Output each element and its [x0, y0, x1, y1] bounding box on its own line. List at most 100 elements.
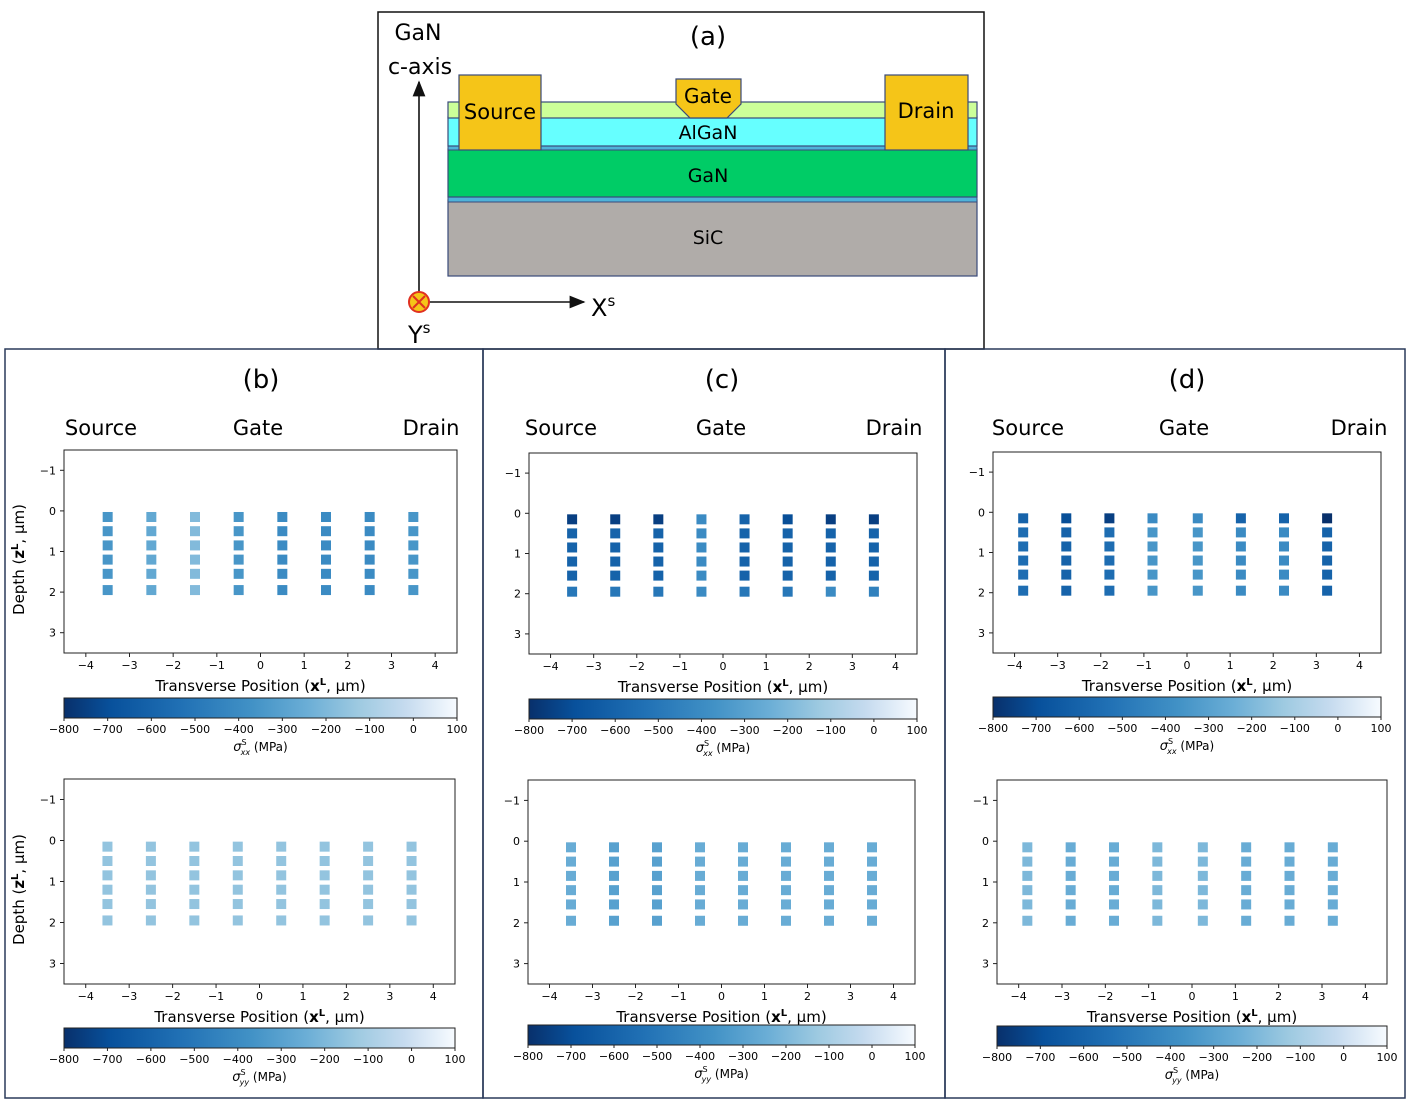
drain-contact [884, 74, 969, 151]
x-tick-label: 4 [1356, 659, 1363, 672]
stress-marker [610, 586, 621, 597]
colorbar-tick-label: −800 [49, 723, 79, 736]
stress-marker [652, 915, 662, 926]
colorbar-tick-label: −700 [556, 1050, 586, 1063]
stress-marker [738, 856, 748, 867]
stress-marker [1192, 541, 1203, 552]
colorbar-tick-label: 100 [447, 723, 468, 736]
stress-marker [567, 586, 578, 597]
stress-marker [696, 586, 707, 597]
stress-marker [610, 570, 621, 581]
colorbar-tick-label: −400 [1150, 722, 1180, 735]
plot-c-sigma_yy: −4 −3 −2 −1 0 1 2 3 4 −1 0 1 2 3 Transverse Position (… [504, 779, 926, 1084]
y-tick-label: −1 [504, 794, 520, 807]
stress-marker [406, 841, 417, 852]
stress-marker [1065, 856, 1076, 867]
stress-marker [190, 568, 200, 579]
x-tick-label: −3 [1050, 659, 1066, 672]
stress-marker [1197, 885, 1208, 896]
stress-marker [1147, 569, 1158, 580]
stress-marker [567, 556, 578, 567]
colorbar-tick-label: −700 [557, 724, 587, 737]
stress-marker [1322, 555, 1333, 566]
stress-marker [277, 585, 288, 596]
stress-marker [363, 841, 374, 852]
x-tick-label: 0 [720, 660, 727, 673]
stress-marker [1241, 870, 1252, 881]
y-tick-label: −1 [505, 467, 521, 480]
stress-marker [102, 899, 113, 910]
drain-label: Drain [898, 99, 955, 123]
stress-marker [145, 915, 156, 926]
stress-marker [232, 915, 243, 926]
stress-marker [695, 856, 705, 867]
stress-marker [695, 899, 705, 910]
x-tick-label: 2 [1275, 990, 1282, 1003]
stress-marker [653, 514, 664, 525]
stress-marker [782, 586, 793, 597]
gate-label: Gate [684, 84, 732, 108]
stress-marker [738, 915, 748, 926]
stress-marker [364, 526, 375, 537]
stress-marker [824, 885, 834, 896]
stress-marker [1065, 915, 1076, 926]
stress-marker [1061, 527, 1072, 538]
x-tick-label: −2 [165, 659, 181, 672]
stress-marker [566, 899, 576, 910]
header-source: Source [992, 416, 1064, 440]
stress-marker [695, 885, 705, 896]
y-tick-label: 2 [513, 917, 520, 930]
stress-marker [102, 568, 113, 579]
x-tick-label: −4 [1011, 990, 1027, 1003]
stress-marker [321, 568, 331, 579]
stress-marker [739, 556, 750, 567]
x-tick-label: 1 [1227, 659, 1234, 672]
stress-marker [653, 542, 664, 553]
colorbar [992, 696, 1382, 718]
x-tick-label: 0 [1189, 990, 1196, 1003]
x-tick-label: 3 [847, 990, 854, 1003]
stress-marker [1018, 513, 1029, 524]
stress-marker [1197, 842, 1208, 853]
plot-b-sigma_xx: −4 −3 −2 −1 0 1 2 3 4 −1 0 1 2 3 Transverse Position (… [10, 449, 468, 757]
colorbar [63, 697, 458, 719]
x-tick-label: −2 [1093, 659, 1109, 672]
y-tick-label: 1 [513, 876, 520, 889]
stress-marker [232, 884, 243, 895]
x-tick-label: 4 [890, 990, 897, 1003]
y-tick-label: 0 [49, 505, 56, 518]
y-axis-label: Ys [407, 319, 431, 349]
colorbar-tick-label: −400 [685, 1050, 715, 1063]
x-tick-label: −4 [542, 660, 558, 673]
colorbar-tick-label: −200 [1242, 1051, 1272, 1064]
stress-marker [695, 915, 705, 926]
stress-marker [363, 884, 374, 895]
stress-marker [652, 870, 662, 881]
colorbar-tick-label: −300 [267, 723, 297, 736]
stress-marker [1241, 885, 1252, 896]
colorbar-tick-label: −300 [1193, 722, 1223, 735]
stress-marker [364, 568, 375, 579]
stress-marker [868, 542, 879, 553]
stress-marker [1147, 527, 1158, 538]
y-tick-label: −1 [969, 466, 985, 479]
colorbar-tick-label: −700 [92, 1053, 122, 1066]
x-axis-label: Xs [591, 292, 615, 322]
colorbar-tick-label: −700 [1021, 722, 1051, 735]
x-tick-label: 3 [388, 659, 395, 672]
x-tick-label: −4 [1006, 659, 1022, 672]
stress-marker [321, 554, 331, 565]
y-tick-label: 2 [978, 587, 985, 600]
gan-layer-label: GaN [688, 165, 729, 187]
stress-marker [652, 899, 662, 910]
y-tick-label: 3 [49, 627, 56, 640]
colorbar-tick-label: −600 [599, 1050, 629, 1063]
y-tick-label: 2 [49, 586, 56, 599]
stress-marker [652, 885, 662, 896]
stress-marker [1197, 915, 1208, 926]
x-tick-label: 1 [761, 990, 768, 1003]
header-gate: Gate [696, 416, 746, 440]
header-gate: Gate [1159, 416, 1209, 440]
panel-b-label: (b) [243, 365, 280, 395]
y-tick-label: 3 [49, 958, 56, 971]
